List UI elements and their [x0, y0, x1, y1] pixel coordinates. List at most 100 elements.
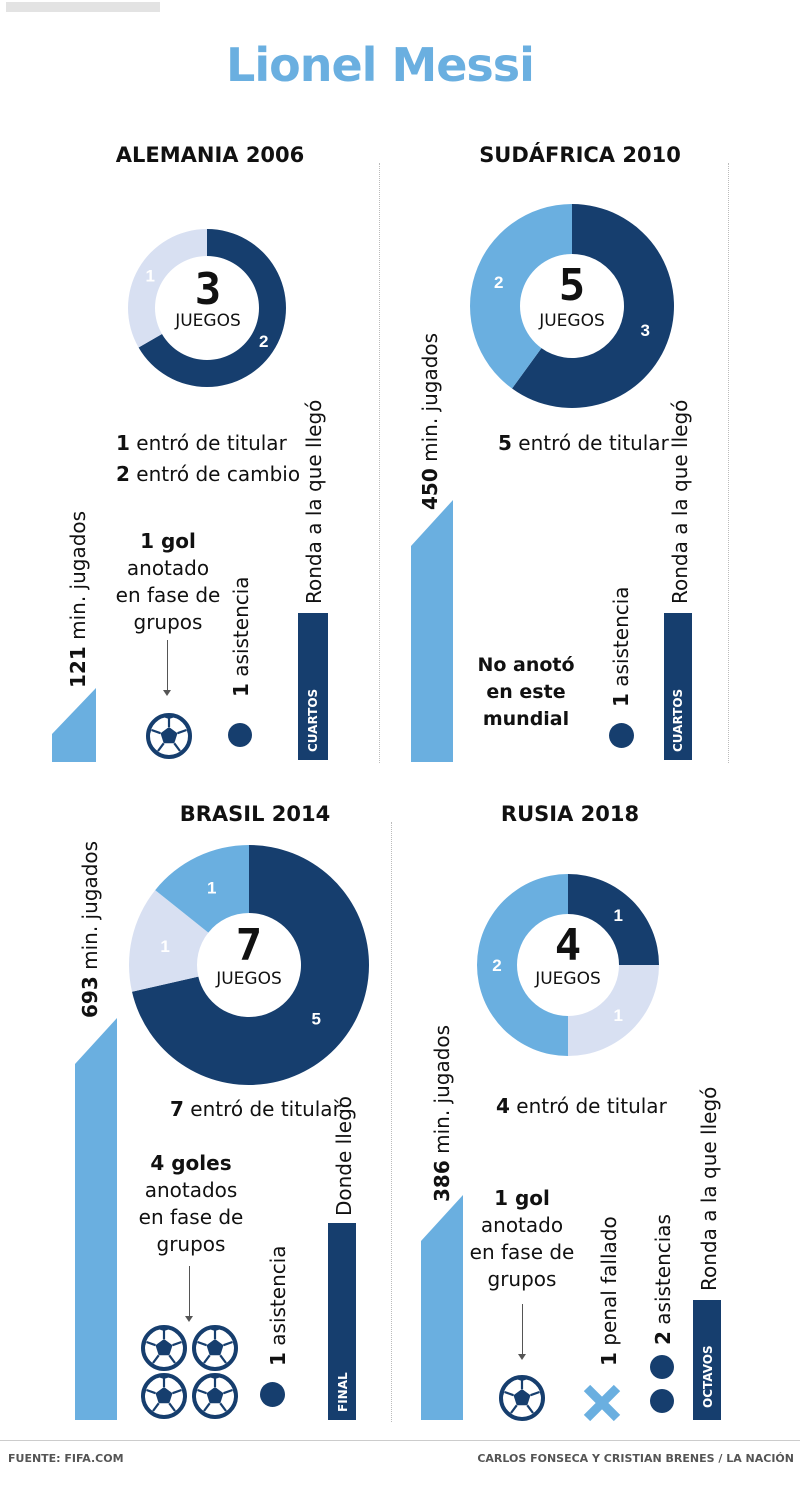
- round-label-sudafrica: Ronda a la que llegó: [668, 399, 692, 604]
- starts-num: 4: [496, 1094, 510, 1118]
- missed-penalty-x-icon: [583, 1384, 621, 1422]
- subs-line-alemania: 2 entró de cambio: [116, 459, 300, 490]
- goals-text-brasil: 4 goles anotados en fase de grupos: [126, 1150, 256, 1258]
- soccer-ball-icon: [146, 713, 192, 759]
- assist-num: 1: [609, 693, 633, 707]
- page-title: Lionel Messi: [226, 38, 535, 92]
- goals-text-alemania: 1 gol anotado en fase de grupos: [108, 528, 228, 636]
- donut-slice: [477, 874, 568, 1056]
- starts-text: entró de titular: [129, 431, 287, 455]
- games-label-brasil: JUEGOS: [216, 969, 282, 989]
- goals-line: en fase de: [138, 1205, 244, 1229]
- starts-line-rusia: 4 entró de titular: [496, 1091, 667, 1122]
- round-value-sudafrica: CUARTOS: [671, 688, 685, 752]
- round-bar-alemania: [298, 613, 328, 760]
- starts-num: 5: [498, 431, 512, 455]
- donut-slice-label: 5: [312, 1010, 321, 1029]
- round-value-brasil: FINAL: [336, 1372, 350, 1412]
- soccer-ball-icon: [141, 1325, 187, 1371]
- goals-text-rusia: 1 gol anotado en fase de grupos: [462, 1185, 582, 1293]
- minutes-bar-alemania: [52, 688, 96, 762]
- assist-text: asistencia: [609, 586, 633, 694]
- donut-slice-label: 2: [492, 956, 501, 975]
- no-goal-line: No anotó: [477, 654, 575, 676]
- goals-bold: 4 goles: [150, 1151, 232, 1175]
- arrow-line: [522, 1304, 523, 1356]
- starts-line-alemania: 1 entró de titular: [116, 428, 287, 459]
- starts-text: entró de titular: [509, 1094, 667, 1118]
- subs-text: entró de cambio: [129, 462, 301, 486]
- donut-chart-alemania: 21: [128, 229, 286, 387]
- no-goal-line: en este: [486, 681, 566, 703]
- no-goal-text-sudafrica: No anotó en este mundial: [466, 652, 586, 733]
- donut-slice: [512, 204, 674, 408]
- starts-text: entró de titular: [511, 431, 669, 455]
- section-title-alemania: ALEMANIA 2006: [115, 143, 305, 167]
- section-title-brasil: BRASIL 2014: [179, 802, 331, 826]
- donut-slice-label: 1: [613, 906, 622, 925]
- donut-slice-label: 3: [640, 321, 649, 340]
- goals-line: anotados: [144, 1178, 238, 1202]
- minutes-suffix: min. jugados: [78, 840, 102, 977]
- donut-slice-label: 1: [160, 937, 169, 956]
- assist-text: asistencia: [266, 1245, 290, 1353]
- round-label-brasil: Donde llegó: [332, 1095, 356, 1216]
- donut-slice: [568, 874, 659, 965]
- minutes-suffix: min. jugados: [430, 1024, 454, 1161]
- round-value-alemania: CUARTOS: [306, 688, 320, 752]
- donut-slice: [470, 204, 572, 389]
- minutes-bar-sudafrica: [411, 500, 453, 762]
- goals-line: grupos: [133, 610, 203, 634]
- top-decor-bar: [6, 2, 160, 12]
- minutes-label-sudafrica: 450 min. jugados: [418, 333, 442, 510]
- round-label-alemania: Ronda a la que llegó: [302, 399, 326, 604]
- arrow-head-icon: [185, 1316, 193, 1322]
- assist-label-brasil: 1 asistencia: [266, 1245, 290, 1366]
- minutes-num: 693: [78, 976, 102, 1018]
- donut-slice: [568, 965, 659, 1056]
- subs-num: 2: [116, 462, 130, 486]
- assist-label-rusia: 2 asistencias: [651, 1214, 675, 1345]
- goals-line: en fase de: [469, 1240, 575, 1264]
- assist-text: asistencias: [651, 1214, 675, 1332]
- column-divider: [379, 163, 380, 763]
- starts-line-sudafrica: 5 entró de titular: [498, 428, 669, 459]
- goals-line: grupos: [487, 1267, 557, 1291]
- arrow-head-icon: [518, 1354, 526, 1360]
- assist-dot-icon: [260, 1382, 285, 1407]
- donut-slice-label: 1: [207, 879, 216, 898]
- donut-slice-label: 1: [146, 266, 155, 285]
- round-label-rusia: Ronda a la que llegó: [697, 1086, 721, 1291]
- minutes-suffix: min. jugados: [66, 510, 90, 647]
- arrow-head-icon: [163, 690, 171, 696]
- donut-slice-label: 2: [259, 332, 268, 351]
- penalty-label-rusia: 1 penal fallado: [597, 1216, 621, 1366]
- soccer-ball-icon: [192, 1373, 238, 1419]
- games-count-sudafrica: 5: [558, 260, 586, 311]
- round-value-rusia: OCTAVOS: [701, 1345, 715, 1408]
- assist-num: 1: [229, 683, 253, 697]
- round-bar-sudafrica: [664, 613, 692, 760]
- donut-slice-label: 1: [613, 1006, 622, 1025]
- minutes-label-alemania: 121 min. jugados: [66, 511, 90, 688]
- footer-source: FUENTE: FIFA.COM: [8, 1452, 124, 1465]
- starts-num: 7: [170, 1097, 184, 1121]
- games-count-alemania: 3: [194, 264, 222, 315]
- minutes-num: 386: [430, 1160, 454, 1202]
- minutes-label-brasil: 693 min. jugados: [78, 841, 102, 1018]
- footer-credits: CARLOS FONSECA Y CRISTIAN BRENES / LA NA…: [477, 1452, 794, 1465]
- assist-dot-icon: [609, 723, 634, 748]
- games-count-rusia: 4: [554, 920, 582, 971]
- donut-chart-brasil: 5 1 1: [129, 845, 369, 1085]
- donut-chart-sudafrica: 32: [470, 204, 674, 408]
- column-divider: [391, 822, 392, 1422]
- goals-line: en fase de: [115, 583, 221, 607]
- donut-slice: [132, 845, 369, 1085]
- goals-line: anotado: [480, 1213, 564, 1237]
- section-title-sudafrica: SUDÁFRICA 2010: [479, 143, 681, 167]
- starts-line-brasil: 7 entró de titular: [170, 1094, 341, 1125]
- donut-slice-label: 2: [494, 273, 503, 292]
- assist-dot-icon: [650, 1389, 674, 1413]
- games-count-brasil: 7: [235, 920, 263, 971]
- donut-slice: [129, 890, 209, 992]
